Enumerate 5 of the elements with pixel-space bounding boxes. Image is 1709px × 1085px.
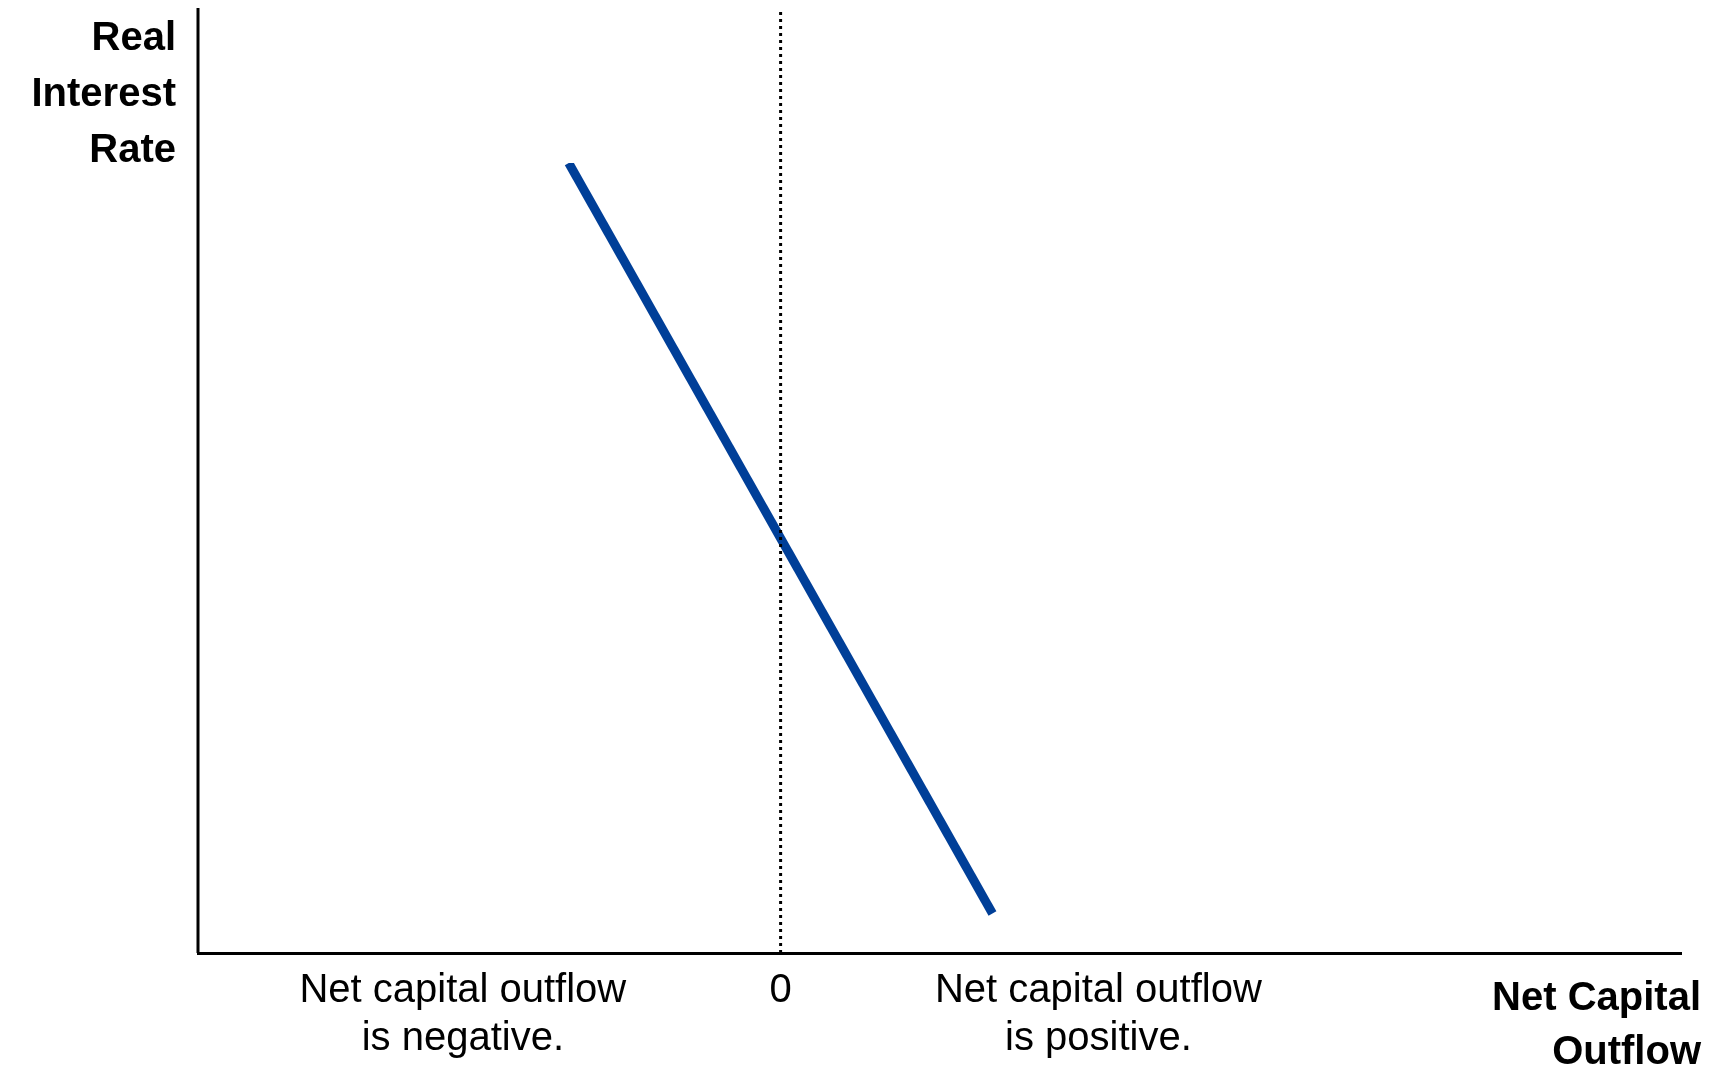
x-tick-label: Net capital outflow is positive. [934,966,1262,1059]
x-tick-label: Net capital outflow is negative. [299,966,627,1059]
y-axis-title: Real Interest Rate [30,13,176,172]
x-tick-label: 0 [769,966,792,1011]
x-axis-title: Net Capital Outflow [1491,973,1701,1074]
